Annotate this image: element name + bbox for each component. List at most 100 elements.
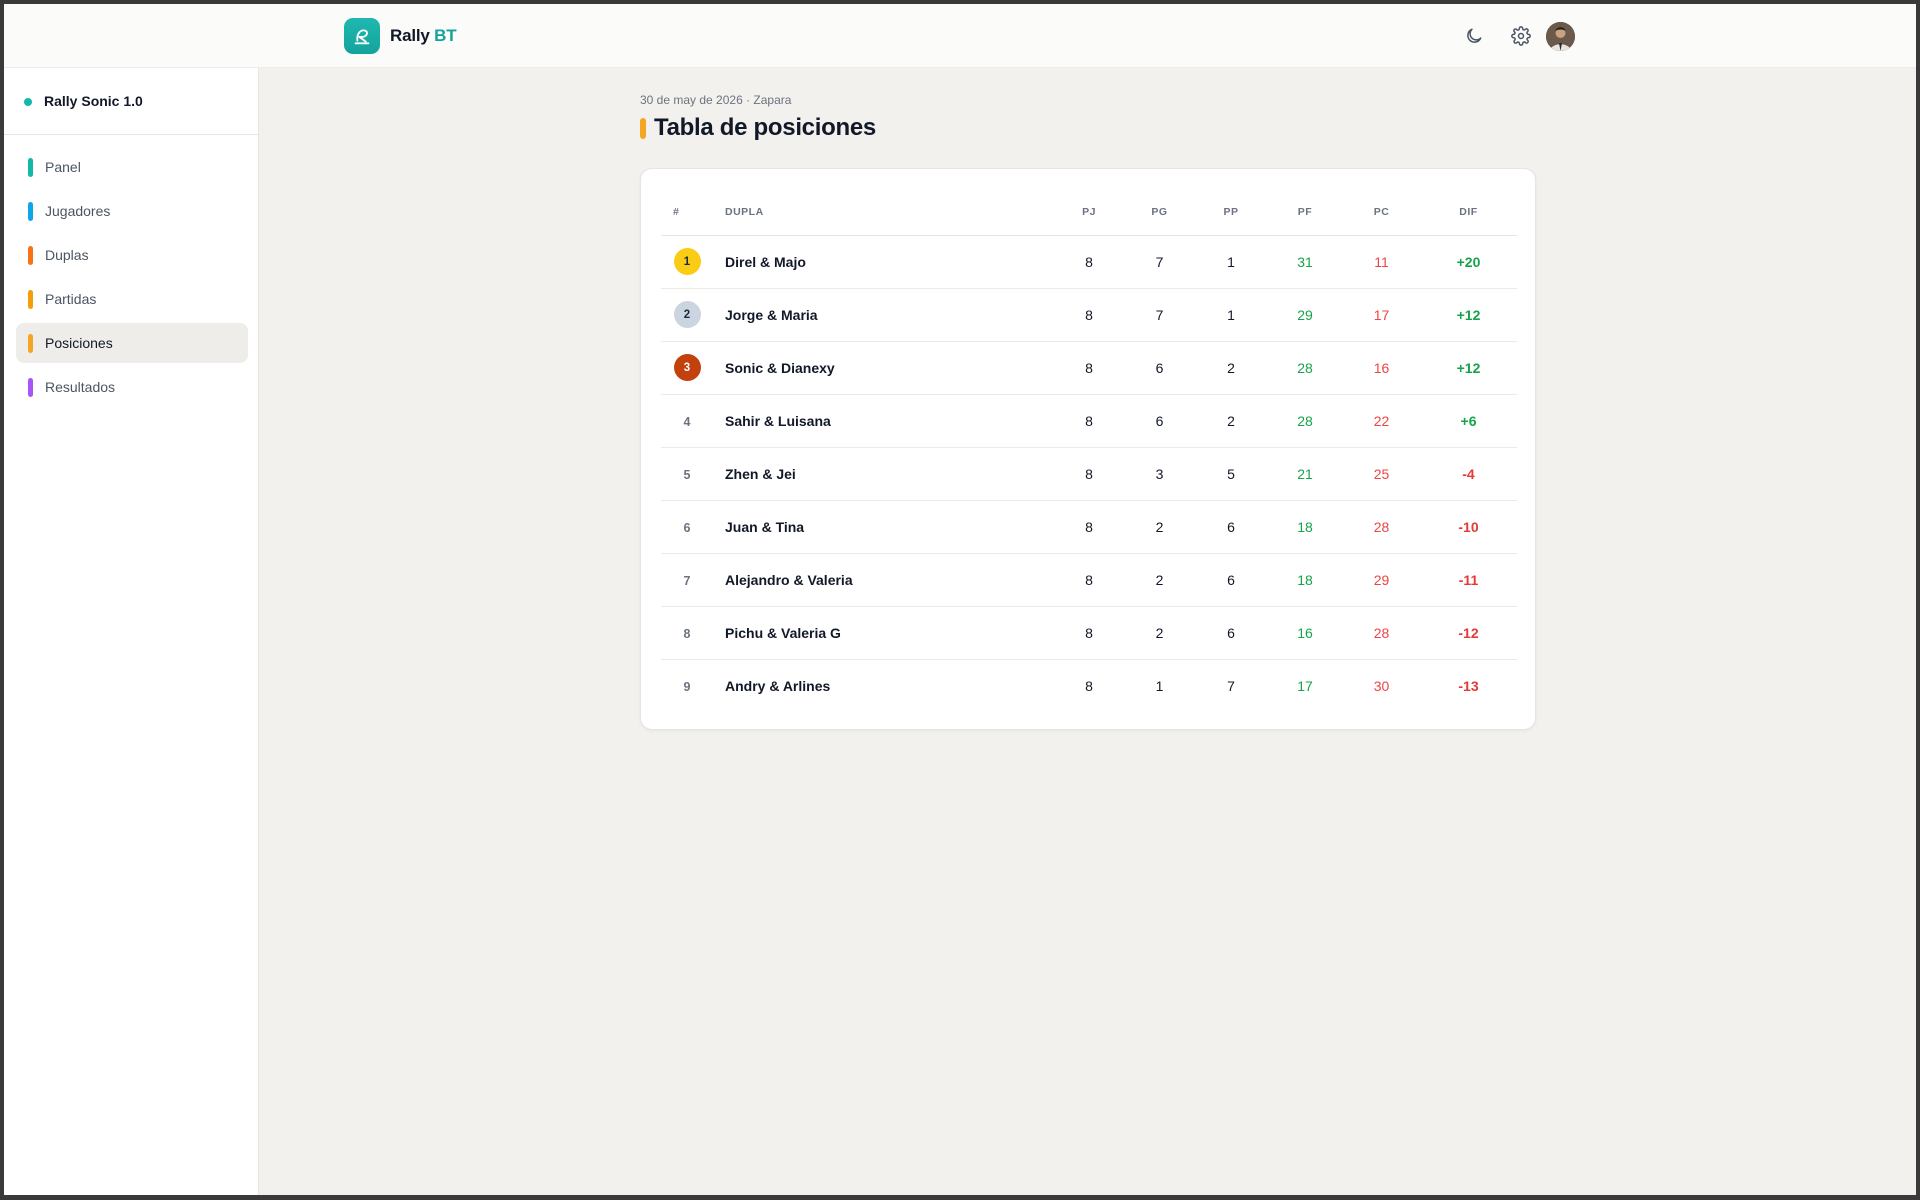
pair-name: Alejandro & Valeria (713, 553, 1054, 607)
pg-cell: 6 (1124, 341, 1195, 395)
pj-cell: 8 (1054, 341, 1124, 395)
dif-cell: -11 (1420, 553, 1517, 607)
pc-cell: 17 (1343, 288, 1420, 342)
rank-medal-badge: 1 (673, 248, 701, 275)
header-pp: PP (1195, 189, 1267, 236)
sidebar-item-resultados[interactable]: Resultados (16, 367, 248, 407)
pj-cell: 8 (1054, 500, 1124, 554)
pj-cell: 8 (1054, 394, 1124, 448)
top-header: Rally BT (4, 4, 1916, 68)
pg-cell: 2 (1124, 553, 1195, 607)
rank-cell: 9 (661, 659, 713, 712)
sidebar-item-panel[interactable]: Panel (16, 147, 248, 187)
sidebar-item-label: Panel (45, 159, 81, 175)
pair-name: Direl & Majo (713, 235, 1054, 289)
pf-cell: 31 (1267, 235, 1343, 289)
pc-cell: 30 (1373, 677, 1390, 694)
pg-cell: 2 (1124, 606, 1195, 660)
pair-name: Zhen & Jei (713, 447, 1054, 501)
sidebar-item-duplas[interactable]: Duplas (16, 235, 248, 275)
project-selector[interactable]: Rally Sonic 1.0 (4, 68, 258, 135)
dif-cell: -12 (1420, 606, 1517, 660)
nav-color-marker (28, 246, 33, 265)
page-subtitle: 30 de may de 2026 · Zapara (640, 93, 792, 107)
dif-cell: +12 (1420, 341, 1517, 395)
pf-cell: 16 (1267, 606, 1343, 660)
dif-cell: -10 (1420, 500, 1517, 554)
table-row[interactable]: 5 Zhen & Jei 8 3 5 21 25 -4 (661, 447, 1517, 501)
nav-color-marker (28, 334, 33, 353)
dif-cell: +12 (1420, 288, 1517, 342)
pp-cell: 7 (1227, 677, 1235, 694)
sidebar-item-label: Resultados (45, 379, 116, 395)
header-pf: PF (1267, 189, 1343, 236)
table-row[interactable]: 6 Juan & Tina 8 2 6 18 28 -10 (661, 500, 1517, 554)
table-row[interactable]: 7 Alejandro & Valeria 8 2 6 18 29 -11 (661, 553, 1517, 607)
rank-cell: 7 (661, 553, 713, 607)
pair-name: Andry & Arlines (725, 677, 831, 694)
pc-cell: 11 (1343, 235, 1420, 289)
rank-cell: 8 (661, 606, 713, 660)
gear-icon[interactable] (1509, 24, 1533, 48)
nav-color-marker (28, 290, 33, 309)
pg-cell: 2 (1124, 500, 1195, 554)
title-accent-bar (640, 118, 646, 139)
dif-cell: -4 (1420, 447, 1517, 501)
sidebar: Rally Sonic 1.0 Panel Jugadores Duplas P… (4, 68, 259, 1195)
table-row[interactable]: 9 Andry & Arlines 8 1 7 17 30 -13 (661, 659, 1517, 712)
project-name: Rally Sonic 1.0 (44, 93, 143, 109)
rank-number: 9 (683, 679, 691, 694)
rank-number: 4 (683, 414, 691, 429)
user-avatar[interactable] (1546, 22, 1575, 51)
logo-icon[interactable] (344, 18, 380, 54)
pc-cell: 25 (1343, 447, 1420, 501)
pp-cell: 1 (1195, 235, 1267, 289)
rank-number: 6 (683, 520, 691, 535)
pg-cell: 6 (1124, 394, 1195, 448)
pf-cell: 28 (1267, 394, 1343, 448)
table-row[interactable]: 4 Sahir & Luisana 8 6 2 28 22 +6 (661, 394, 1517, 448)
brand-main: Rally (390, 26, 430, 45)
moon-icon[interactable] (1462, 24, 1486, 48)
header-pg: PG (1124, 189, 1195, 236)
pp-cell: 6 (1195, 606, 1267, 660)
table-row[interactable]: 2 Jorge & Maria 8 7 1 29 17 +12 (661, 288, 1517, 342)
brand-name[interactable]: Rally BT (390, 26, 457, 46)
pg-cell: 7 (1124, 288, 1195, 342)
app-window: Rally BT Rally Soni (4, 4, 1916, 1195)
pp-cell: 2 (1195, 394, 1267, 448)
pj-cell: 8 (1054, 553, 1124, 607)
pg-cell: 1 (1155, 677, 1164, 694)
table-row[interactable]: 8 Pichu & Valeria G 8 2 6 16 28 -12 (661, 606, 1517, 660)
pj-cell: 8 (1054, 606, 1124, 660)
standings-table: # DUPLA PJ PG PP PF PC DIF 1 Direl & Majo… (661, 189, 1517, 712)
header-pj: PJ (1054, 189, 1124, 236)
pp-cell: 1 (1195, 288, 1267, 342)
sidebar-item-jugadores[interactable]: Jugadores (16, 191, 248, 231)
pc-cell: 29 (1343, 553, 1420, 607)
sidebar-item-partidas[interactable]: Partidas (16, 279, 248, 319)
pj-cell: 8 (1085, 677, 1093, 694)
table-header-row: # DUPLA PJ PG PP PF PC DIF (661, 189, 1517, 236)
pc-cell: 22 (1343, 394, 1420, 448)
pj-cell: 8 (1054, 447, 1124, 501)
table-row[interactable]: 1 Direl & Majo 8 7 1 31 11 +20 (661, 235, 1517, 289)
sidebar-item-label: Jugadores (45, 203, 111, 219)
nav-color-marker (28, 202, 33, 221)
table-row[interactable]: 3 Sonic & Dianexy 8 6 2 28 16 +12 (661, 341, 1517, 395)
pp-cell: 2 (1195, 341, 1267, 395)
sidebar-item-posiciones[interactable]: Posiciones (16, 323, 248, 363)
header-pair: DUPLA (713, 189, 1054, 236)
rank-medal-badge: 3 (673, 354, 701, 381)
pair-name: Sahir & Luisana (713, 394, 1054, 448)
rank-cell: 1 (661, 235, 713, 289)
nav-color-marker (28, 378, 33, 397)
rank-cell: 4 (661, 394, 713, 448)
header-pc: PC (1343, 189, 1420, 236)
pc-cell: 28 (1343, 606, 1420, 660)
rank-cell: 3 (661, 341, 713, 395)
rank-cell: 6 (661, 500, 713, 554)
sidebar-item-label: Posiciones (45, 335, 113, 351)
pf-cell: 28 (1267, 341, 1343, 395)
rank-number: 8 (683, 626, 691, 641)
